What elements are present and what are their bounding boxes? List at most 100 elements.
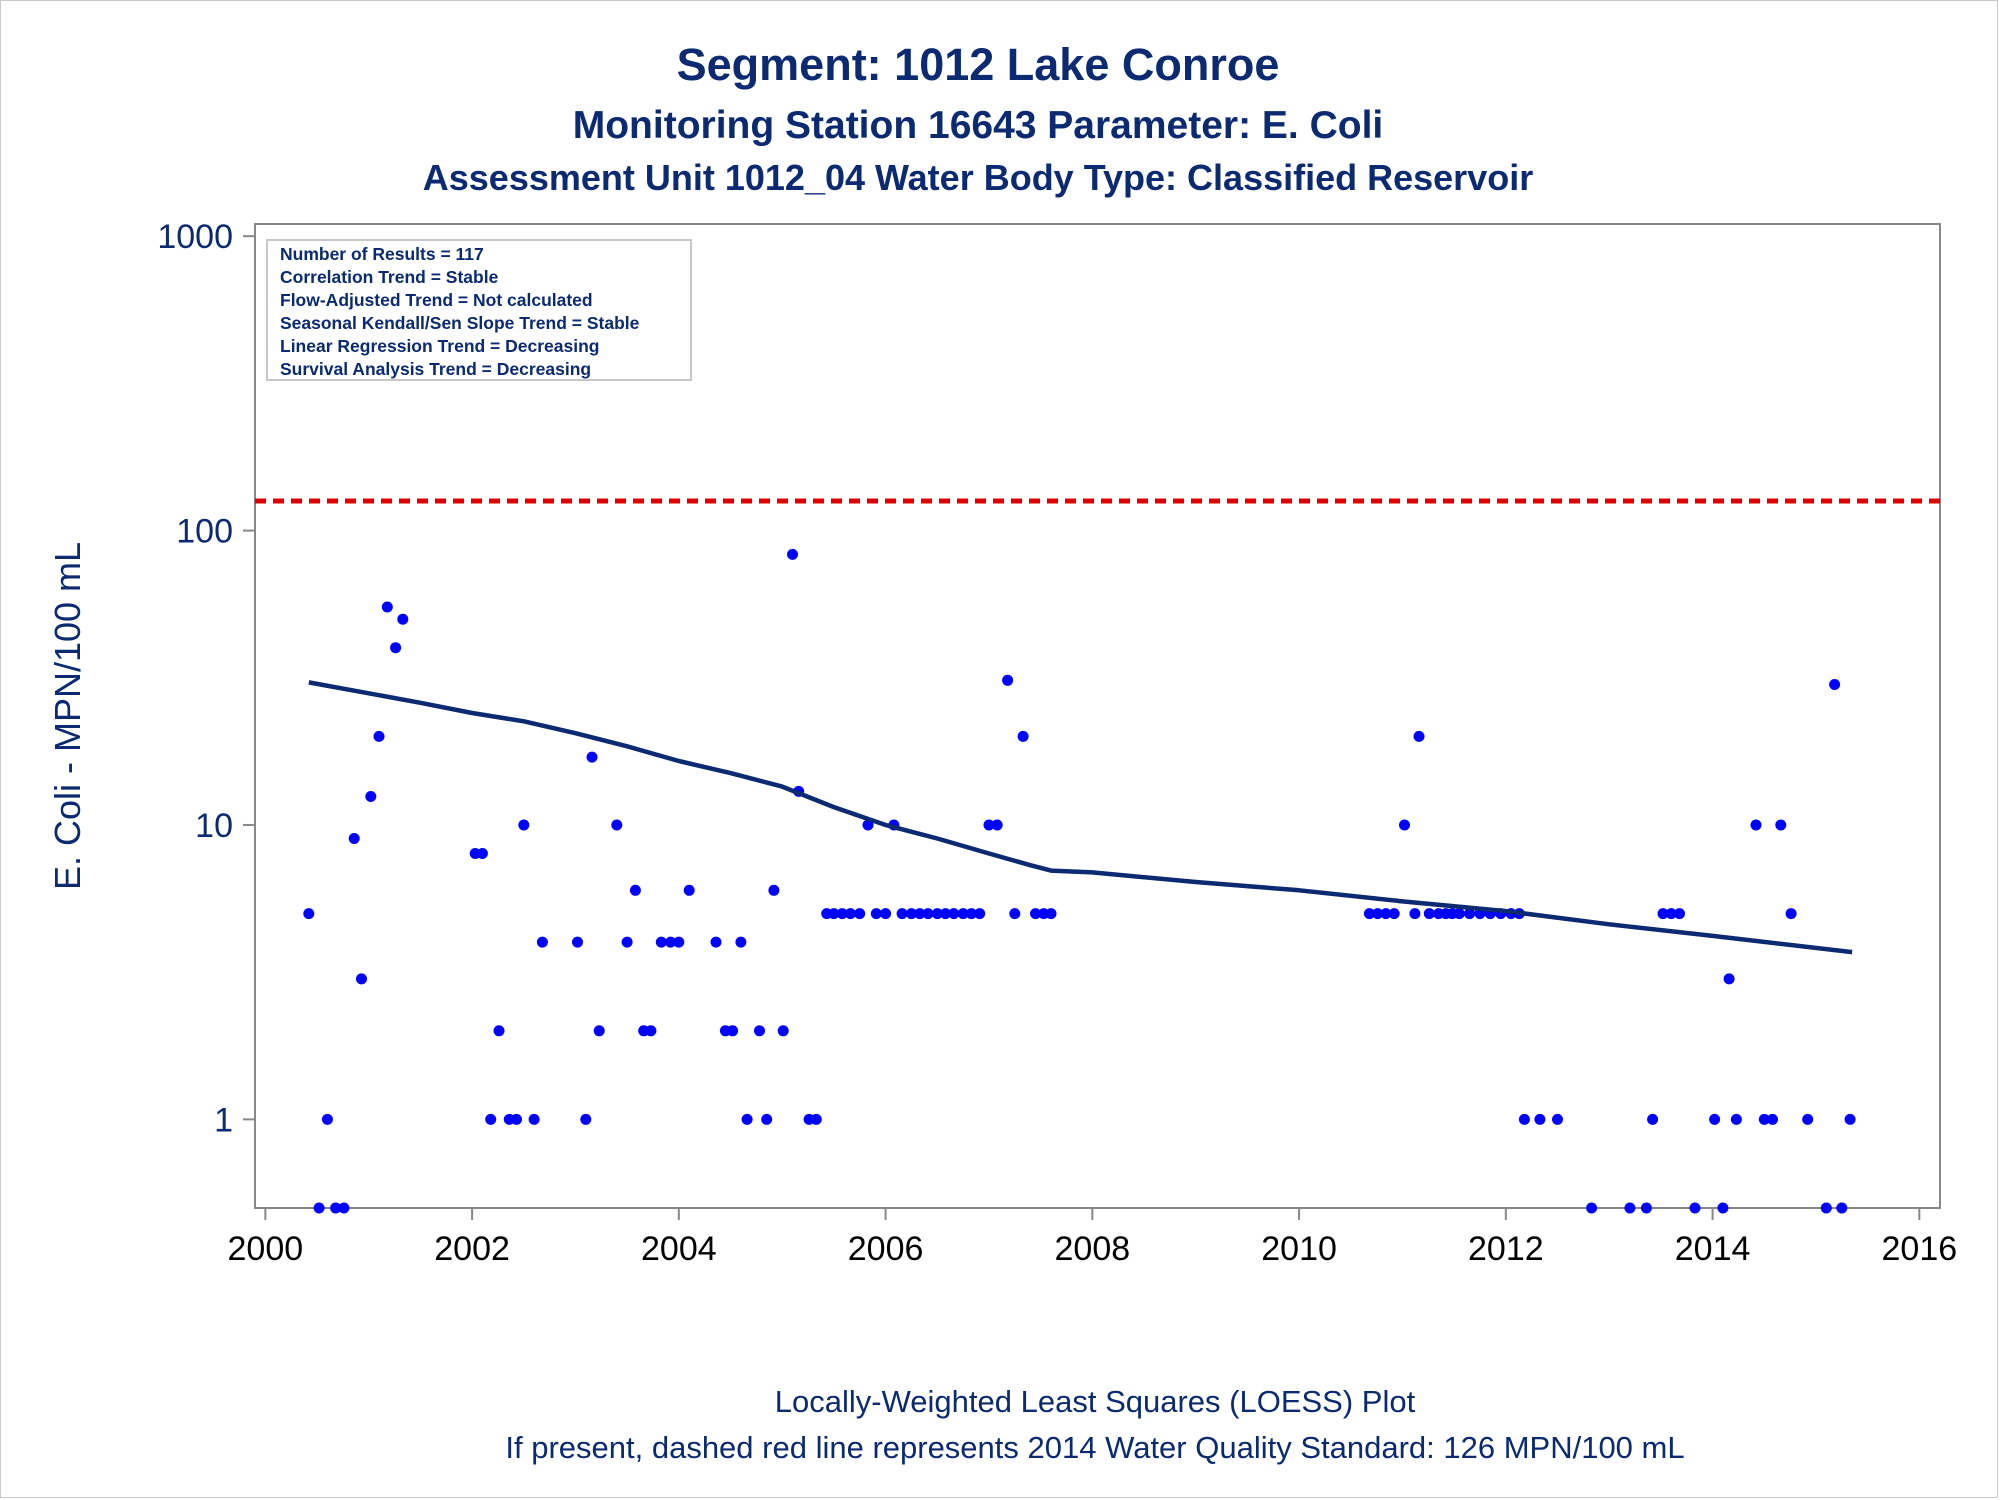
stats-box-border <box>266 239 692 381</box>
data-point <box>727 1025 739 1037</box>
x-tick-label: 2000 <box>228 1230 304 1268</box>
data-point <box>485 1113 497 1125</box>
data-point <box>1674 908 1685 920</box>
data-point <box>940 908 951 920</box>
data-point <box>629 884 641 896</box>
data-point <box>528 1113 540 1125</box>
data-point <box>645 1025 657 1037</box>
data-point <box>880 908 892 920</box>
data-point <box>931 908 943 920</box>
x-tick-label: 2014 <box>1675 1230 1751 1268</box>
data-point <box>761 1113 773 1125</box>
data-point <box>1717 1202 1729 1214</box>
data-point <box>586 751 598 763</box>
data-point <box>655 936 667 948</box>
data-point <box>1363 908 1375 920</box>
data-point <box>914 908 926 920</box>
chart-title: Segment: 1012 Lake Conroe <box>677 39 1280 90</box>
data-point <box>1030 908 1041 920</box>
data-point <box>828 908 840 920</box>
data-point <box>974 908 986 920</box>
data-point <box>493 1025 505 1037</box>
footnote-standard: If present, dashed red line represents 2… <box>505 1430 1684 1465</box>
data-point <box>365 791 377 802</box>
loess-curve <box>308 680 1853 955</box>
stats-box: Number of Results = 117 Correlation Tren… <box>266 239 692 381</box>
data-point <box>1017 730 1029 742</box>
data-point <box>1409 908 1421 920</box>
data-point <box>303 908 315 920</box>
data-point <box>957 908 969 920</box>
data-point <box>381 601 393 613</box>
stat-linear-regression: Linear Regression Trend = Decreasing <box>280 336 600 356</box>
x-tick-label: 2010 <box>1261 1230 1337 1268</box>
data-point <box>768 884 780 896</box>
data-point <box>683 884 695 896</box>
data-point <box>983 819 995 831</box>
data-point <box>390 642 402 654</box>
data-point <box>1750 819 1762 831</box>
y-tick-label: 100 <box>176 513 233 551</box>
stat-survival: Survival Analysis Trend = Decreasing <box>280 359 591 379</box>
data-point <box>741 1113 753 1125</box>
data-point <box>611 819 623 831</box>
chart-marks <box>255 498 1940 1214</box>
chart-subtitle: Monitoring Station 16643 Parameter: E. C… <box>573 104 1384 147</box>
data-point <box>1785 908 1797 920</box>
x-tick-label: 2008 <box>1055 1230 1131 1268</box>
x-tick-label: 2006 <box>848 1230 924 1268</box>
data-point <box>854 908 866 920</box>
data-point <box>1657 908 1669 920</box>
data-point <box>965 908 977 920</box>
data-point <box>922 908 934 920</box>
data-point <box>1453 908 1465 920</box>
y-tick-label: 10 <box>195 807 233 845</box>
data-point <box>870 908 882 920</box>
data-point <box>1723 973 1735 985</box>
data-point <box>1624 1202 1636 1214</box>
x-tick-label: 2004 <box>641 1230 717 1268</box>
data-point <box>1423 908 1435 920</box>
data-point <box>1758 1113 1770 1125</box>
data-point <box>1372 908 1384 920</box>
data-point <box>1586 1202 1598 1214</box>
data-point <box>313 1202 325 1214</box>
data-point <box>536 936 548 948</box>
stat-results: Number of Results = 117 <box>280 244 484 264</box>
data-point <box>1802 1113 1814 1125</box>
data-point <box>593 1025 605 1037</box>
data-point <box>397 613 409 625</box>
data-point <box>1380 908 1392 920</box>
data-point <box>511 1113 522 1125</box>
data-point <box>572 936 583 948</box>
x-axis: 2000 2002 2004 2006 2008 2010 2012 2014 2016 <box>228 1208 1957 1268</box>
stat-correlation: Correlation Trend = Stable <box>280 267 499 287</box>
data-point <box>1640 1202 1652 1214</box>
data-point <box>348 833 360 844</box>
data-point <box>1767 1113 1778 1125</box>
data-point <box>1464 908 1476 920</box>
data-point <box>1709 1113 1721 1125</box>
data-point <box>330 1202 342 1214</box>
data-point <box>1009 908 1021 920</box>
stat-flow-adjusted: Flow-Adjusted Trend = Not calculated <box>280 290 593 310</box>
data-point <box>1820 1202 1832 1214</box>
data-point <box>844 908 856 920</box>
data-point <box>1002 674 1014 686</box>
data-point <box>518 819 530 831</box>
data-point <box>1413 730 1425 742</box>
data-point <box>1399 819 1410 831</box>
data-point <box>1647 1113 1659 1125</box>
data-point <box>1844 1113 1856 1125</box>
x-tick-label: 2012 <box>1468 1230 1544 1268</box>
data-point <box>356 973 367 985</box>
stat-seasonal-kendall: Seasonal Kendall/Sen Slope Trend = Stabl… <box>280 313 640 333</box>
data-point <box>1829 679 1841 690</box>
data-point <box>580 1113 592 1125</box>
data-point <box>735 936 747 948</box>
data-point <box>1775 819 1787 831</box>
data-point <box>621 936 633 948</box>
y-axis: 1 10 100 1000 <box>157 218 255 1139</box>
data-point <box>1388 908 1400 920</box>
data-point <box>476 848 488 859</box>
